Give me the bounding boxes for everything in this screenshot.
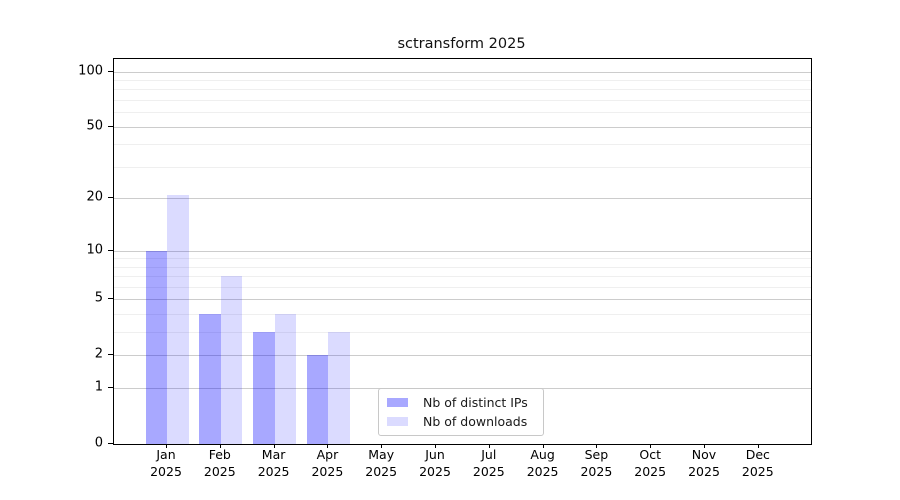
- chart-title: sctransform 2025: [397, 36, 526, 52]
- x-tick-label-nov: Nov 2025: [688, 447, 720, 479]
- minor-gridline: [114, 100, 811, 101]
- y-tick-mark: [108, 387, 113, 389]
- y-tick-label: 10: [86, 242, 103, 257]
- legend-label: Nb of downloads: [423, 414, 528, 429]
- x-tick-mark: [219, 444, 221, 448]
- x-tick-label-jun: Jun 2025: [419, 447, 451, 479]
- bar-apr-distinct-ips: [306, 355, 329, 444]
- major-gridline: [114, 71, 811, 73]
- minor-gridline: [114, 276, 811, 278]
- x-tick-mark: [435, 444, 436, 448]
- y-tick-label: 5: [94, 290, 103, 306]
- y-tick-mark: [108, 125, 113, 127]
- y-tick-mark: [108, 443, 113, 444]
- y-tick-label: 20: [86, 189, 103, 205]
- x-tick-mark: [327, 444, 329, 448]
- x-tick-mark: [650, 444, 652, 448]
- minor-gridline: [114, 287, 811, 288]
- x-tick-mark: [381, 444, 383, 448]
- x-tick-label-apr: Apr 2025: [311, 447, 344, 479]
- legend-label: Nb of distinct IPs: [423, 395, 528, 410]
- y-tick-mark: [108, 70, 113, 72]
- x-tick-mark: [757, 444, 759, 448]
- major-gridline: [114, 198, 811, 200]
- legend-item: Nb of downloads: [387, 414, 535, 429]
- x-tick-label-dec: Dec 2025: [741, 447, 774, 479]
- y-tick-label: 100: [78, 63, 103, 79]
- x-tick-mark: [273, 444, 275, 448]
- x-tick-mark: [596, 444, 598, 448]
- minor-gridline: [114, 314, 811, 316]
- bar-apr-downloads: [328, 332, 350, 444]
- bar-feb-downloads: [220, 276, 243, 444]
- x-tick-label-jul: Jul 2025: [472, 447, 505, 479]
- plot-area: [113, 58, 812, 445]
- legend: Nb of distinct IPs Nb of downloads: [378, 388, 544, 436]
- bar-jan-downloads: [167, 194, 189, 444]
- bar-jan-distinct-ips: [145, 250, 167, 444]
- y-tick-mark: [108, 249, 113, 251]
- minor-gridline: [114, 80, 811, 81]
- bar-mar-downloads: [274, 314, 297, 444]
- minor-gridline: [114, 258, 811, 260]
- y-tick-mark: [108, 298, 113, 300]
- x-tick-label-feb: Feb 2025: [203, 447, 236, 479]
- major-gridline: [114, 250, 811, 252]
- bar-feb-distinct-ips: [199, 314, 221, 444]
- x-tick-label-jan: Jan 2025: [150, 447, 182, 479]
- major-gridline: [114, 355, 811, 357]
- major-gridline: [114, 126, 811, 128]
- y-tick-mark: [108, 354, 113, 356]
- minor-gridline: [114, 266, 811, 268]
- x-tick-mark: [166, 444, 167, 448]
- y-tick-label: 0: [94, 435, 103, 451]
- x-tick-mark: [488, 444, 490, 448]
- x-tick-label-aug: Aug 2025: [526, 447, 559, 479]
- minor-gridline: [114, 332, 811, 334]
- minor-gridline: [114, 144, 811, 146]
- legend-swatch-downloads: [387, 417, 408, 426]
- x-tick-label-mar: Mar 2025: [257, 447, 290, 479]
- y-tick-label: 2: [94, 346, 103, 362]
- minor-gridline: [114, 166, 811, 168]
- x-tick-mark: [542, 444, 544, 448]
- legend-item: Nb of distinct IPs: [387, 395, 535, 410]
- x-tick-label-sep: Sep 2025: [580, 447, 613, 479]
- x-tick-mark: [704, 444, 705, 448]
- minor-gridline: [114, 89, 811, 91]
- x-tick-label-oct: Oct 2025: [634, 447, 667, 479]
- y-tick-label: 1: [94, 379, 103, 395]
- major-gridline: [114, 299, 811, 301]
- legend-swatch-distinct-ips: [387, 398, 408, 407]
- bar-mar-distinct-ips: [253, 332, 275, 444]
- y-tick-label: 50: [86, 118, 103, 134]
- x-tick-label-may: May 2025: [365, 447, 398, 479]
- minor-gridline: [114, 112, 811, 114]
- y-tick-mark: [108, 197, 113, 199]
